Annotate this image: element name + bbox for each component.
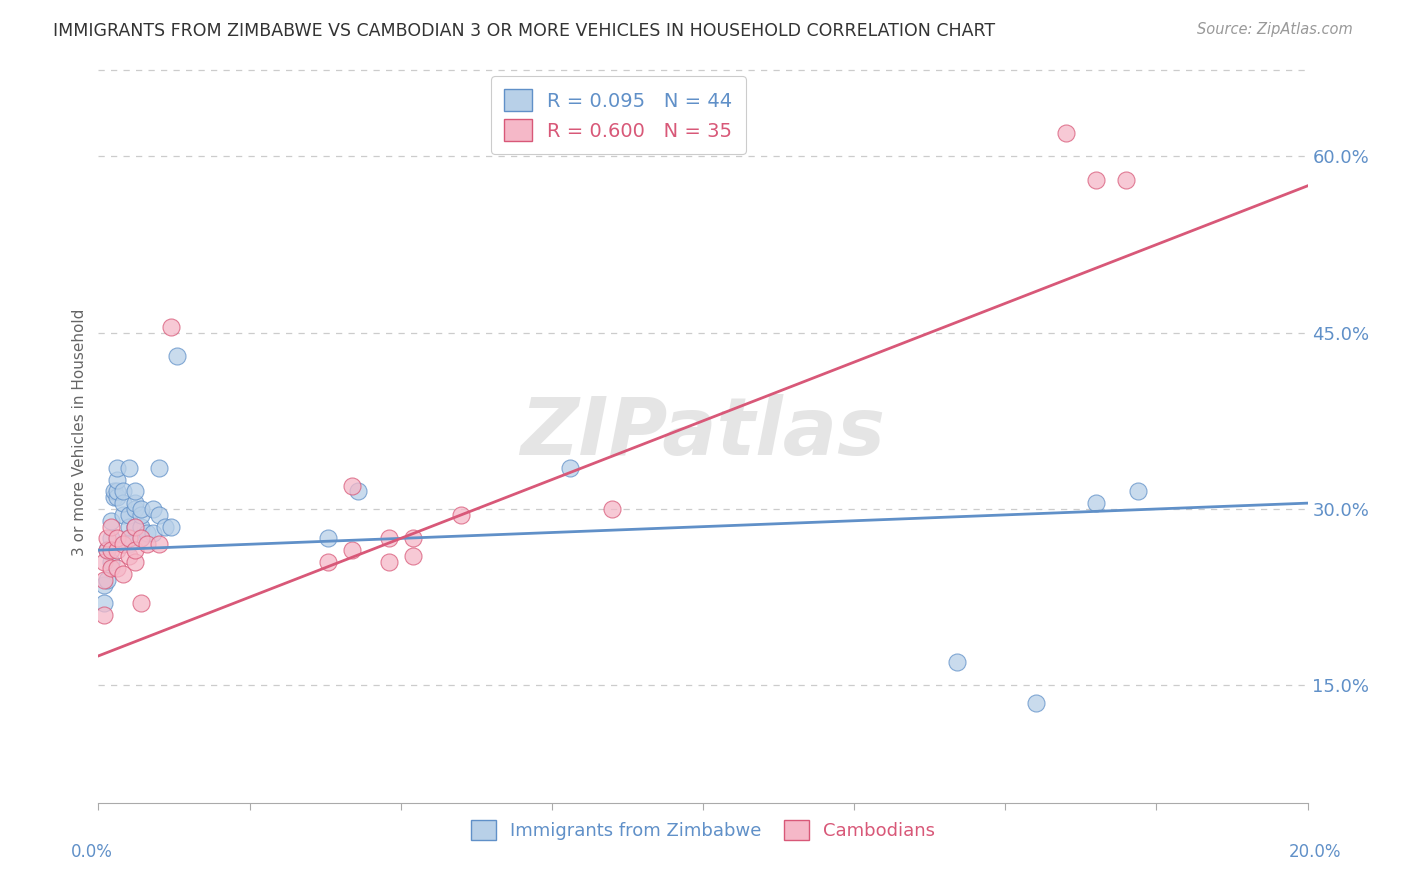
Point <box>153 519 176 533</box>
Point <box>142 525 165 540</box>
Point <box>316 555 339 569</box>
Point <box>450 508 472 522</box>
Point <box>377 532 399 546</box>
Point <box>118 461 141 475</box>
Point <box>96 543 118 558</box>
Point <box>93 596 115 610</box>
Point <box>1085 496 1108 510</box>
Point <box>93 573 115 587</box>
Point <box>129 532 152 546</box>
Point <box>402 532 425 546</box>
Point <box>93 607 115 622</box>
Point <box>166 349 188 363</box>
Point <box>105 532 128 546</box>
Point <box>124 496 146 510</box>
Text: Source: ZipAtlas.com: Source: ZipAtlas.com <box>1197 22 1353 37</box>
Point <box>118 532 141 546</box>
Text: ZIPatlas: ZIPatlas <box>520 393 886 472</box>
Point <box>1128 484 1150 499</box>
Point <box>105 490 128 504</box>
Point <box>129 502 152 516</box>
Point <box>118 508 141 522</box>
Point <box>160 319 183 334</box>
Legend: Immigrants from Zimbabwe, Cambodians: Immigrants from Zimbabwe, Cambodians <box>464 813 942 847</box>
Point <box>100 519 122 533</box>
Point <box>111 566 134 581</box>
Point <box>148 537 170 551</box>
Point <box>100 532 122 546</box>
Point <box>129 532 152 546</box>
Point <box>148 508 170 522</box>
Text: 0.0%: 0.0% <box>70 843 112 861</box>
Point <box>100 543 122 558</box>
Point <box>129 519 152 533</box>
Point <box>100 555 122 569</box>
Point <box>96 573 118 587</box>
Point <box>1054 126 1077 140</box>
Point <box>111 508 134 522</box>
Point <box>124 519 146 533</box>
Point <box>129 508 152 522</box>
Point <box>342 478 364 492</box>
Point <box>100 561 122 575</box>
Point <box>118 549 141 563</box>
Point <box>1024 696 1046 710</box>
Point <box>93 578 115 592</box>
Point <box>135 525 157 540</box>
Point <box>111 496 134 510</box>
Point <box>93 555 115 569</box>
Text: 20.0%: 20.0% <box>1288 843 1341 861</box>
Point <box>946 655 969 669</box>
Point <box>118 532 141 546</box>
Point <box>316 532 339 546</box>
Text: IMMIGRANTS FROM ZIMBABWE VS CAMBODIAN 3 OR MORE VEHICLES IN HOUSEHOLD CORRELATIO: IMMIGRANTS FROM ZIMBABWE VS CAMBODIAN 3 … <box>53 22 995 40</box>
Point <box>96 532 118 546</box>
Point <box>118 519 141 533</box>
Point <box>100 514 122 528</box>
Point <box>124 555 146 569</box>
Point <box>105 543 128 558</box>
Point <box>111 537 134 551</box>
Point <box>105 484 128 499</box>
Point <box>602 502 624 516</box>
Point <box>124 543 146 558</box>
Point <box>1115 173 1137 187</box>
Point <box>402 549 425 563</box>
Point <box>377 555 399 569</box>
Point <box>558 461 581 475</box>
Point <box>1085 173 1108 187</box>
Point <box>342 543 364 558</box>
Point <box>148 461 170 475</box>
Point <box>124 502 146 516</box>
Point <box>103 484 125 499</box>
Point <box>135 537 157 551</box>
Point <box>347 484 370 499</box>
Point <box>124 484 146 499</box>
Point <box>105 461 128 475</box>
Point <box>103 490 125 504</box>
Point <box>105 561 128 575</box>
Point <box>118 537 141 551</box>
Point <box>124 519 146 533</box>
Y-axis label: 3 or more Vehicles in Household: 3 or more Vehicles in Household <box>72 309 87 557</box>
Point <box>105 473 128 487</box>
Point <box>96 543 118 558</box>
Point <box>160 519 183 533</box>
Point <box>129 596 152 610</box>
Point <box>111 484 134 499</box>
Point <box>142 502 165 516</box>
